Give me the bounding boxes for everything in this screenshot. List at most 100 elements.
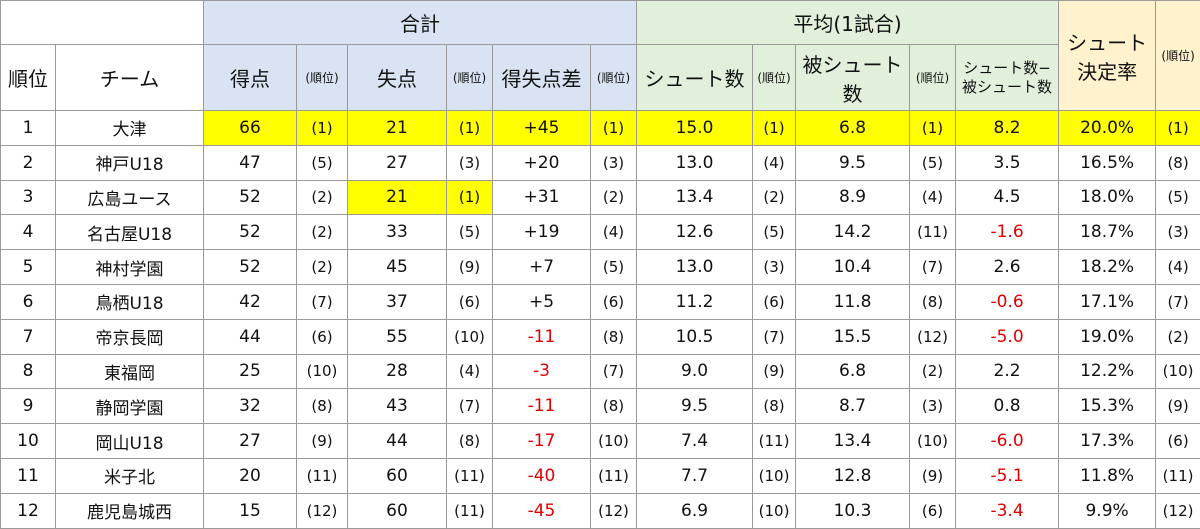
team-cell: 岡山U18 bbox=[56, 424, 204, 459]
table-cell: 52 bbox=[204, 250, 297, 285]
table-cell: (5) bbox=[297, 145, 348, 180]
table-cell: (2) bbox=[297, 250, 348, 285]
table-cell: (10) bbox=[753, 493, 796, 528]
table-cell: +7 bbox=[493, 250, 591, 285]
table-cell: (1) bbox=[297, 111, 348, 146]
table-cell: 20.0% bbox=[1059, 111, 1156, 146]
table-cell: (1) bbox=[447, 180, 493, 215]
table-cell: 8.2 bbox=[956, 111, 1059, 146]
table-cell: (2) bbox=[297, 215, 348, 250]
column-header: 失点 bbox=[348, 45, 447, 111]
table-cell: 44 bbox=[348, 424, 447, 459]
table-cell: (1) bbox=[753, 111, 796, 146]
team-cell: 鳥栖U18 bbox=[56, 284, 204, 319]
table-cell: (7) bbox=[910, 250, 956, 285]
table-cell: 45 bbox=[348, 250, 447, 285]
table-cell: (3) bbox=[910, 389, 956, 424]
table-cell: (8) bbox=[447, 424, 493, 459]
table-cell: -5.0 bbox=[956, 319, 1059, 354]
table-cell: (1) bbox=[910, 111, 956, 146]
column-header: 順位 bbox=[1, 45, 56, 111]
table-cell: 7 bbox=[1, 319, 56, 354]
table-cell: (1) bbox=[591, 111, 637, 146]
team-cell: 神戸U18 bbox=[56, 145, 204, 180]
table-cell: 47 bbox=[204, 145, 297, 180]
table-cell: (2) bbox=[297, 180, 348, 215]
table-cell: 10.3 bbox=[796, 493, 910, 528]
team-cell: 米子北 bbox=[56, 458, 204, 493]
table-cell: (5) bbox=[753, 215, 796, 250]
table-cell: (11) bbox=[753, 424, 796, 459]
table-cell: 11.8 bbox=[796, 284, 910, 319]
table-cell: -6.0 bbox=[956, 424, 1059, 459]
table-cell: (8) bbox=[591, 319, 637, 354]
table-cell: 12.8 bbox=[796, 458, 910, 493]
table-cell: 52 bbox=[204, 215, 297, 250]
table-cell: 18.7% bbox=[1059, 215, 1156, 250]
header-row: 順位チーム得点(順位)失点(順位)得失点差(順位)シュート数(順位)被シュート数… bbox=[1, 45, 1200, 111]
table-cell: -45 bbox=[493, 493, 591, 528]
table-cell: (2) bbox=[591, 180, 637, 215]
table-cell: (12) bbox=[591, 493, 637, 528]
table-cell: (6) bbox=[591, 284, 637, 319]
table-cell: 2.2 bbox=[956, 354, 1059, 389]
table-cell: 6 bbox=[1, 284, 56, 319]
table-cell: (8) bbox=[753, 389, 796, 424]
table-cell: 21 bbox=[348, 111, 447, 146]
table-cell: (6) bbox=[1156, 424, 1200, 459]
column-header: シュート数− 被シュート数 bbox=[956, 45, 1059, 111]
team-cell: 鹿児島城西 bbox=[56, 493, 204, 528]
table-cell: 2 bbox=[1, 145, 56, 180]
table-cell: 55 bbox=[348, 319, 447, 354]
table-cell: (7) bbox=[447, 389, 493, 424]
group-header: 平均(1試合) bbox=[637, 1, 1059, 45]
table-cell: (11) bbox=[1156, 458, 1200, 493]
table-cell: (5) bbox=[910, 145, 956, 180]
table-cell: +5 bbox=[493, 284, 591, 319]
table-cell: -3.4 bbox=[956, 493, 1059, 528]
team-cell: 大津 bbox=[56, 111, 204, 146]
team-cell: 名古屋U18 bbox=[56, 215, 204, 250]
table-cell: +31 bbox=[493, 180, 591, 215]
table-cell: -1.6 bbox=[956, 215, 1059, 250]
table-cell: 28 bbox=[348, 354, 447, 389]
table-cell: 1 bbox=[1, 111, 56, 146]
column-header: 得失点差 bbox=[493, 45, 591, 111]
table-cell: (10) bbox=[910, 424, 956, 459]
table-cell: +19 bbox=[493, 215, 591, 250]
table-cell: 9.5 bbox=[796, 145, 910, 180]
table-cell: (6) bbox=[297, 319, 348, 354]
table-cell: -40 bbox=[493, 458, 591, 493]
table-cell: (9) bbox=[447, 250, 493, 285]
table-cell: (11) bbox=[297, 458, 348, 493]
team-cell: 静岡学園 bbox=[56, 389, 204, 424]
team-cell: 広島ユース bbox=[56, 180, 204, 215]
table-cell: (2) bbox=[910, 354, 956, 389]
table-cell: 10 bbox=[1, 424, 56, 459]
table-cell: (3) bbox=[1156, 215, 1200, 250]
table-cell: -5.1 bbox=[956, 458, 1059, 493]
table-cell: (10) bbox=[297, 354, 348, 389]
table-cell: 4.5 bbox=[956, 180, 1059, 215]
table-cell: 18.2% bbox=[1059, 250, 1156, 285]
table-cell: 18.0% bbox=[1059, 180, 1156, 215]
table-cell: (1) bbox=[447, 111, 493, 146]
column-header: チーム bbox=[56, 45, 204, 111]
group-header: 合計 bbox=[204, 1, 637, 45]
table-cell: 10.5 bbox=[637, 319, 753, 354]
table-cell: (2) bbox=[1156, 319, 1200, 354]
table-cell: 13.4 bbox=[637, 180, 753, 215]
column-header: (順位) bbox=[297, 45, 348, 111]
column-header: (順位) bbox=[1156, 1, 1200, 111]
